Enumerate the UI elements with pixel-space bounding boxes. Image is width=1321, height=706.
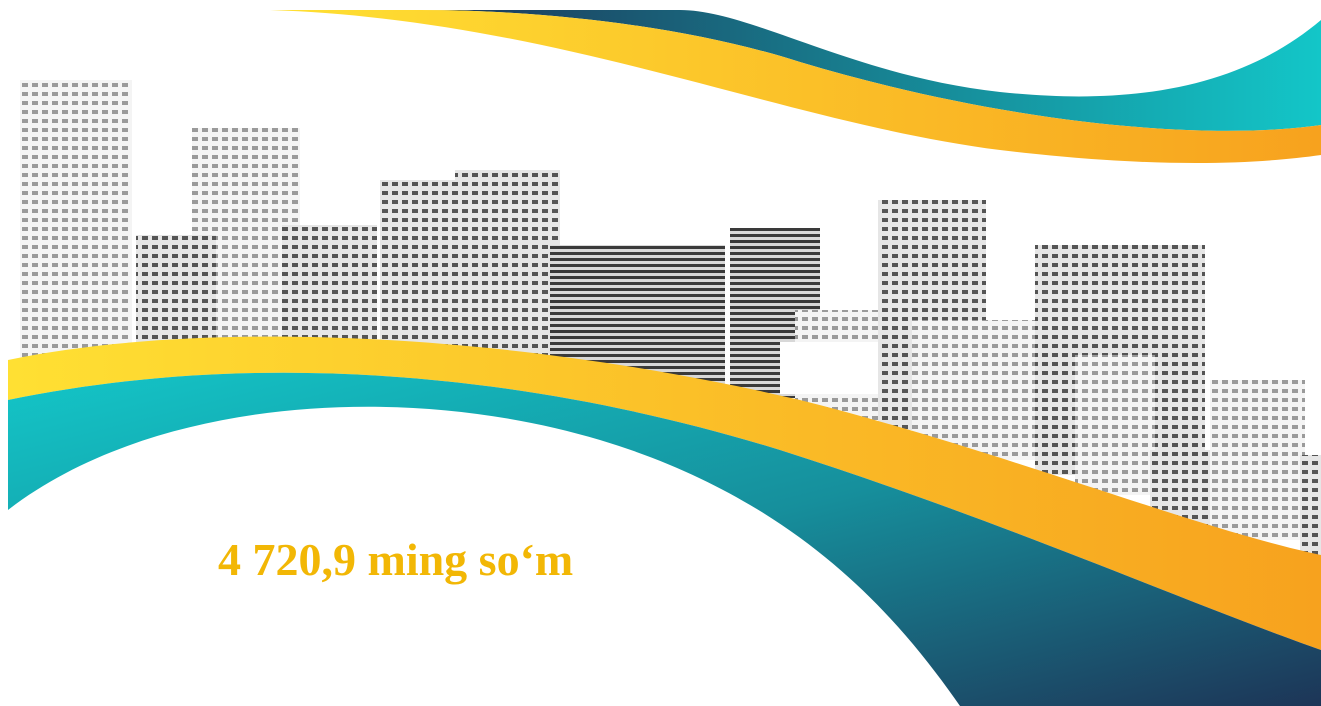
amount-text: 4 720,9 ming so‘m bbox=[218, 534, 573, 585]
buildings bbox=[20, 80, 1321, 555]
bottom-swoosh bbox=[8, 336, 1321, 706]
top-swoosh bbox=[270, 10, 1321, 164]
